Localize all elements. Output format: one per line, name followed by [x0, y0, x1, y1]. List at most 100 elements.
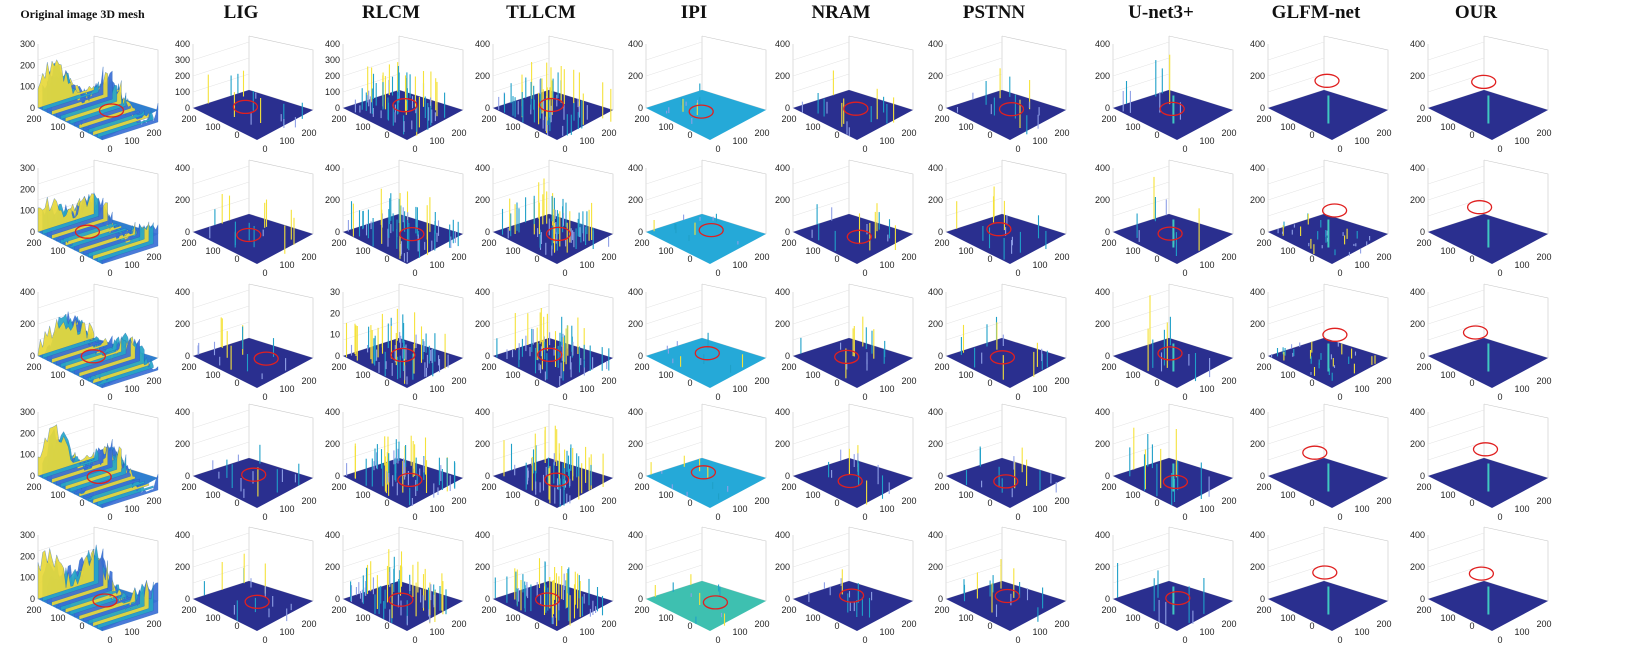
target-marker-ellipse — [1157, 346, 1183, 361]
grid-line — [1427, 305, 1485, 325]
column-title-pstnn: PSTNN — [962, 2, 1026, 23]
x-axis-tick-label: 200 — [331, 605, 346, 615]
axis-frame-line — [1001, 35, 1067, 110]
grid-line — [192, 289, 250, 309]
x-axis-tick-label: 0 — [1469, 621, 1474, 631]
x-axis-tick-label: 200 — [781, 238, 796, 248]
grid-line — [792, 289, 850, 309]
target-marker-ellipse — [1466, 200, 1493, 215]
grid-line — [645, 165, 703, 185]
target-marker-ellipse — [1322, 327, 1348, 342]
y-axis-tick-label: 200 — [451, 496, 466, 506]
x-axis-tick-label: 0 — [534, 621, 539, 631]
x-axis-tick-label: 0 — [1469, 498, 1474, 508]
z-axis-tick-label: 400 — [175, 163, 190, 173]
target-marker-ellipse — [236, 227, 262, 243]
axis-frame-line — [398, 403, 464, 478]
y-axis-tick-label: 100 — [124, 260, 139, 270]
x-axis-tick-label: 0 — [687, 254, 692, 264]
z-axis-tick-label: 200 — [325, 195, 340, 205]
mesh-surface-rlcm-row1: 0 100 200 300 400 200 100 0 0 100 200 — [325, 35, 467, 154]
grid-line — [645, 289, 703, 309]
grid-line — [645, 73, 703, 93]
grid-line — [1267, 532, 1325, 552]
grid-line — [792, 532, 850, 552]
y-axis-tick-label: 0 — [412, 144, 417, 154]
z-axis-tick-label: 100 — [20, 82, 35, 92]
z-axis-tick-label: 0 — [30, 471, 35, 481]
grid-line — [1267, 564, 1325, 584]
x-axis-tick-label: 200 — [26, 238, 41, 248]
z-axis-tick-label: 400 — [1410, 530, 1425, 540]
mesh-plot-original-row2: 0 100 200 300 200 100 0 0 100 200 — [10, 159, 162, 285]
z-axis-tick-label: 200 — [20, 551, 35, 561]
grid-line — [792, 181, 850, 201]
y-axis-tick-label: 200 — [1054, 619, 1069, 629]
grid-line — [1112, 564, 1170, 584]
z-axis-tick-label: 200 — [928, 71, 943, 81]
z-axis-tick-label: 100 — [20, 450, 35, 460]
z-axis-tick-label: 0 — [1105, 103, 1110, 113]
x-axis-tick-label: 200 — [934, 362, 949, 372]
y-axis-tick-label: 0 — [715, 268, 720, 278]
x-axis-tick-label: 200 — [1256, 362, 1271, 372]
z-axis-tick-label: 400 — [1410, 287, 1425, 297]
mesh-plot-rlcm-row4: 0 200 400 200 100 0 0 100 200 — [315, 403, 467, 529]
mesh-plot-unet3-row4: 0 200 400 200 100 0 0 100 200 — [1085, 403, 1237, 529]
y-axis-tick-label: 200 — [301, 128, 316, 138]
axis-frame-line — [701, 283, 767, 358]
y-axis-tick-label: 100 — [124, 384, 139, 394]
target-marker-ellipse — [392, 98, 418, 113]
surface-floor — [646, 214, 766, 264]
mesh-plot-tllcm-row5: 0 200 400 200 100 0 0 100 200 — [465, 526, 617, 652]
y-axis-tick-label: 200 — [1536, 376, 1551, 386]
target-marker-ellipse — [1302, 445, 1328, 460]
z-axis-tick-label: 200 — [628, 562, 643, 572]
axis-frame-line — [1168, 159, 1234, 234]
axis-frame-line — [548, 159, 614, 234]
z-axis-tick-label: 100 — [20, 206, 35, 216]
grid-line — [945, 564, 1003, 584]
grid-line — [192, 197, 250, 217]
target-marker-ellipse — [846, 229, 872, 244]
axis-frame-line — [1483, 526, 1549, 601]
z-axis-tick-label: 400 — [175, 287, 190, 297]
x-axis-tick-label: 100 — [205, 246, 220, 256]
z-axis-tick-label: 200 — [1410, 195, 1425, 205]
surface-floor — [793, 581, 913, 631]
target-marker-ellipse — [1468, 566, 1495, 581]
z-axis-tick-label: 0 — [938, 471, 943, 481]
z-axis-tick-label: 0 — [1420, 351, 1425, 361]
axis-frame-line — [248, 403, 314, 478]
x-axis-tick-label: 100 — [958, 246, 973, 256]
y-axis-tick-label: 100 — [1032, 260, 1047, 270]
z-axis-tick-label: 200 — [928, 439, 943, 449]
y-axis-tick-label: 0 — [715, 635, 720, 645]
axis-frame-line — [1483, 159, 1549, 234]
grid-line — [945, 73, 1003, 93]
grid-line — [1427, 165, 1485, 185]
y-axis-tick-label: 0 — [1497, 392, 1502, 402]
z-axis-tick-label: 0 — [938, 103, 943, 113]
z-axis-tick-label: 0 — [938, 227, 943, 237]
x-axis-tick-label: 0 — [384, 621, 389, 631]
x-axis-tick-label: 100 — [958, 490, 973, 500]
mesh-surface-original-row2: 0 100 200 300 200 100 0 0 100 200 — [20, 159, 162, 278]
y-axis-tick-label: 100 — [579, 384, 594, 394]
x-axis-tick-label: 200 — [181, 605, 196, 615]
x-axis-tick-label: 100 — [1125, 613, 1140, 623]
x-axis-tick-label: 0 — [834, 378, 839, 388]
x-axis-tick-label: 0 — [1469, 254, 1474, 264]
grid-line — [645, 305, 703, 325]
y-axis-tick-label: 100 — [1032, 504, 1047, 514]
x-axis-tick-label: 200 — [934, 238, 949, 248]
